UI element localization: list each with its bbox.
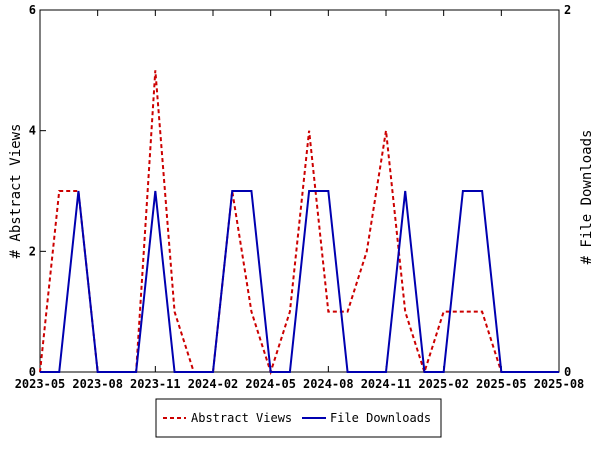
x-tick-label-2024-08: 2024-08 bbox=[303, 377, 354, 391]
legend-label-abstract-views: Abstract Views bbox=[191, 411, 292, 425]
right-y-axis-title: # File Downloads bbox=[579, 130, 595, 265]
x-tick-label-2025-05: 2025-05 bbox=[476, 377, 527, 391]
right-y-tick-label-0: 0 bbox=[564, 365, 571, 379]
left-y-axis-title: # Abstract Views bbox=[8, 124, 24, 259]
left-y-tick-label-2: 2 bbox=[29, 244, 36, 258]
legend-label-file-downloads: File Downloads bbox=[330, 411, 431, 425]
series-line-file-downloads bbox=[40, 190, 559, 373]
x-tick-label-2023-11: 2023-11 bbox=[130, 377, 181, 391]
x-tick-label-2024-11: 2024-11 bbox=[361, 377, 412, 391]
x-tick-label-2025-08: 2025-08 bbox=[534, 377, 585, 391]
x-tick-label-2023-08: 2023-08 bbox=[72, 377, 123, 391]
x-tick-label-2025-02: 2025-02 bbox=[418, 377, 469, 391]
legend: Abstract Views File Downloads bbox=[155, 398, 442, 438]
series-layer bbox=[39, 70, 559, 376]
right-y-tick-label-2: 2 bbox=[564, 3, 571, 17]
x-tick-label-2024-05: 2024-05 bbox=[245, 377, 296, 391]
legend-box bbox=[155, 398, 442, 438]
left-y-tick-label-4: 4 bbox=[29, 124, 36, 138]
x-axis-ticks: 2023-05 2023-08 2023-11 2024-02 2024-05 2024-… bbox=[15, 10, 585, 391]
left-y-tick-label-0: 0 bbox=[29, 365, 36, 379]
x-tick-label-2023-05: 2023-05 bbox=[15, 377, 66, 391]
left-y-tick-label-6: 6 bbox=[29, 3, 36, 17]
series-line-abstract-views bbox=[39, 70, 559, 376]
x-tick-label-2024-02: 2024-02 bbox=[188, 377, 239, 391]
